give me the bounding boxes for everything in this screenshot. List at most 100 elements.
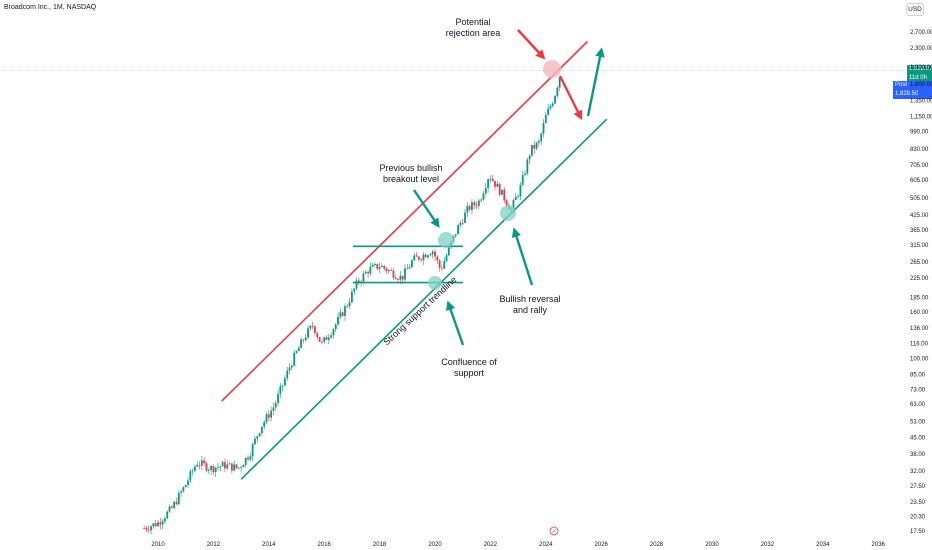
candle-body [514,196,517,200]
candle-body [203,460,206,464]
candle-body [457,225,459,235]
candle-body [226,464,229,469]
candle-body [531,144,533,156]
price-axis[interactable]: 2,700.00 2,300.00 1,900.00 1,600.00 1,350.00… [910,30,932,535]
candle-body [477,200,480,206]
time-tick-label: 2032 [761,542,775,548]
currency-button[interactable]: USD [906,3,924,16]
rejection-note-line1: Potential [455,17,490,27]
time-tick-label: 2014 [262,542,276,548]
price-tick-label: 73.00 [910,388,926,394]
candle-body [362,273,365,282]
candle-body [369,266,372,274]
candle-body [217,466,219,468]
candle-body [143,528,146,530]
reversal-arrow [511,227,534,286]
candle-body [233,464,236,471]
candle-body [244,457,247,466]
candle-body [194,466,196,471]
candle-body [554,95,556,104]
candle-body [381,265,383,268]
candle-body [542,123,545,134]
candle-body [411,260,413,268]
candle-body [157,522,159,527]
candle-body [242,465,245,468]
candle-body [293,352,296,366]
candle-body [182,487,185,492]
price-tick-label: 136.00 [910,326,929,332]
price-tick-label: 425.00 [910,213,929,219]
candle-body [551,103,554,106]
candle-body [503,189,506,201]
pullback-arrow [558,75,583,121]
reversal-note-line1: Bullish reversal [499,294,560,304]
candle-body [265,414,268,422]
candle-body [512,199,515,209]
candle-body [200,460,203,466]
candle-body [535,142,538,149]
candle-body [454,234,457,236]
candle-body [145,528,148,530]
price-tick-label: 2,300.00 [910,46,932,52]
price-tick-label: 53.00 [910,419,926,425]
candle-body [207,469,210,471]
rally-arrow [586,47,605,117]
breakout-arrow [413,189,440,228]
candle-body [196,464,199,467]
candle-body [267,414,270,418]
candle-body [327,337,330,340]
price-tick-label: 990.00 [910,129,929,135]
candle-body [461,222,464,224]
candle-body [556,87,559,96]
candle-body [316,333,319,338]
time-tick-label: 2034 [816,542,830,548]
candle-body [339,312,342,317]
candle-body [521,175,524,185]
price-tick-label: 17.50 [910,529,926,535]
candle-body [378,267,381,269]
last-price-badge: 1,828.07 11d 0h [907,64,932,83]
candle-body [311,325,314,327]
price-tick-label: 185.00 [910,295,929,301]
candle-body [408,267,411,269]
candle-body [436,256,439,261]
candle-body [189,471,192,481]
breakout-note-line1: Previous bullish [379,163,442,173]
candle-body [260,426,263,434]
price-tick-label: 45.00 [910,435,926,441]
candle-body [371,264,374,267]
time-tick-label: 2020 [428,542,442,548]
candle-body [424,254,427,258]
candle-body [385,268,388,272]
price-tick-label: 1,350.00 [910,99,932,105]
price-tick-label: 505.00 [910,196,929,202]
price-tick-label: 1,900.00 [910,65,932,71]
rejection-note-line2: rejection area [446,28,501,38]
resistance-trendline[interactable] [221,41,588,402]
time-tick-label: 2016 [318,542,332,548]
time-tick-label: 2028 [650,542,664,548]
candle-body [427,255,429,258]
time-tick-label: 2026 [595,542,609,548]
candle-body [210,465,212,470]
price-tick-label: 365.00 [910,228,929,234]
support-trendline[interactable] [240,118,608,480]
candle-body [443,261,446,269]
candle-body [383,265,386,269]
confluence-circle [428,276,442,290]
candle-body [355,280,358,289]
candle-body [422,254,425,261]
candle-body [154,523,157,527]
candle-body [537,141,540,143]
candle-body [459,222,462,226]
time-axis[interactable]: 2010 2012 2014 2016 2018 2020 2022 2024 2026 2028… [151,542,885,548]
candle-body [374,263,376,265]
trendline-note: Strong support trendline [381,274,458,347]
candle-body [314,326,316,334]
candle-body [524,173,526,176]
post-price: 1,828.50 [895,90,919,97]
candle-body [445,255,448,262]
candle-body [494,181,496,187]
price-tick-label: 23.50 [910,500,926,506]
